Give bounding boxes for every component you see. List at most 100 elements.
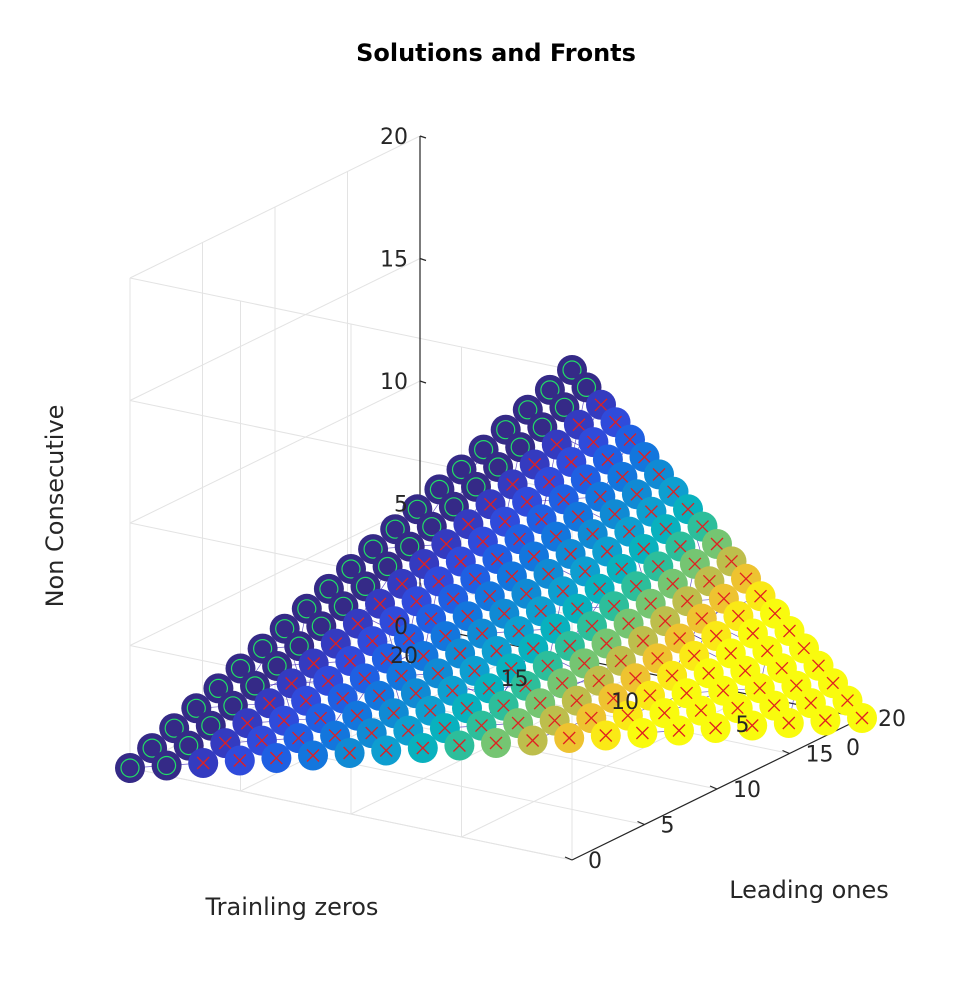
- grid-line: [129, 380, 421, 524]
- cross-marker: [263, 696, 276, 710]
- x-tick-label: 0: [588, 849, 602, 874]
- cross-marker: [629, 579, 643, 593]
- cross-marker: [372, 689, 386, 703]
- cross-marker: [240, 716, 254, 730]
- data-point: [810, 705, 841, 736]
- data-point: [334, 738, 365, 768]
- data-point: [847, 703, 877, 733]
- cross-marker: [343, 746, 357, 760]
- cross-marker: [511, 716, 525, 730]
- data-point: [627, 718, 658, 748]
- cross-marker: [577, 656, 591, 670]
- cross-marker: [643, 689, 657, 703]
- front-marker: [253, 638, 273, 659]
- mesh-line: [409, 469, 462, 547]
- cross-marker: [667, 485, 680, 499]
- cross-marker: [424, 612, 438, 626]
- cross-marker: [651, 651, 665, 665]
- cross-marker: [534, 604, 548, 618]
- cross-marker: [804, 696, 818, 710]
- data-point: [554, 723, 585, 753]
- cross-marker: [745, 719, 759, 732]
- front-marker: [201, 716, 221, 736]
- y-tick-label: 10: [611, 690, 639, 715]
- cross-marker: [658, 706, 671, 720]
- cross-marker: [460, 701, 474, 715]
- front-marker: [208, 678, 228, 699]
- cross-marker: [659, 522, 673, 536]
- cross-marker: [696, 520, 709, 534]
- cross-marker: [306, 749, 320, 762]
- cross-marker: [314, 711, 328, 725]
- data-point: [407, 733, 438, 763]
- cross-marker: [351, 617, 365, 631]
- front-marker: [179, 735, 199, 756]
- front-marker: [510, 437, 530, 457]
- cross-marker: [269, 751, 283, 765]
- x-tick: [564, 856, 573, 861]
- front-marker: [429, 479, 449, 499]
- cross-marker: [439, 629, 453, 643]
- front-marker: [120, 758, 140, 778]
- cross-marker: [753, 681, 767, 695]
- cross-marker: [586, 435, 600, 449]
- cross-marker: [476, 535, 490, 549]
- z-tick-label: 0: [394, 615, 408, 640]
- cross-marker: [484, 497, 497, 511]
- cross-marker: [812, 659, 825, 673]
- cross-marker: [621, 709, 635, 723]
- cross-marker: [535, 512, 549, 526]
- front-marker: [289, 636, 309, 656]
- cross-marker: [783, 624, 796, 638]
- data-point: [188, 748, 219, 778]
- cross-marker: [461, 609, 475, 623]
- cross-marker: [775, 661, 789, 675]
- cross-marker: [562, 731, 576, 745]
- cross-marker: [549, 530, 563, 544]
- front-marker: [378, 556, 398, 577]
- front-marker: [157, 755, 177, 776]
- cross-marker: [548, 622, 562, 636]
- cross-marker: [724, 646, 738, 660]
- cross-marker: [599, 729, 613, 742]
- cross-marker: [307, 657, 321, 670]
- mesh-line: [364, 635, 446, 679]
- cross-marker: [622, 617, 636, 631]
- z-axis-label: Non Consecutive: [41, 405, 69, 608]
- z-tick: [419, 135, 427, 139]
- cross-marker: [797, 641, 811, 655]
- cross-marker: [666, 577, 680, 591]
- cross-marker: [600, 545, 614, 558]
- cross-marker: [489, 736, 503, 750]
- cross-marker: [789, 679, 803, 693]
- x-tick: [709, 785, 718, 790]
- front-marker: [400, 536, 420, 557]
- cross-marker: [609, 415, 622, 429]
- cross-marker: [586, 527, 600, 541]
- cross-marker: [533, 696, 547, 710]
- cross-marker: [373, 597, 387, 611]
- cross-marker: [350, 709, 364, 723]
- front-marker: [230, 658, 251, 679]
- front-marker: [333, 596, 353, 616]
- front-marker: [142, 738, 162, 758]
- front-marker: [186, 698, 206, 718]
- front-marker: [355, 576, 376, 597]
- front-marker: [311, 616, 331, 636]
- cross-marker: [746, 627, 760, 640]
- cross-marker: [483, 589, 497, 603]
- front-marker: [341, 559, 361, 579]
- cross-marker: [571, 510, 585, 524]
- cross-marker: [709, 629, 723, 643]
- cross-marker: [555, 676, 569, 690]
- front-marker: [407, 499, 427, 519]
- cross-marker: [519, 679, 533, 693]
- cross-marker: [358, 671, 372, 685]
- x-axis-label: Leading ones: [729, 876, 889, 904]
- mesh-line: [232, 628, 285, 706]
- x-tick: [782, 749, 790, 755]
- cross-marker: [557, 492, 571, 506]
- cross-marker: [673, 540, 687, 553]
